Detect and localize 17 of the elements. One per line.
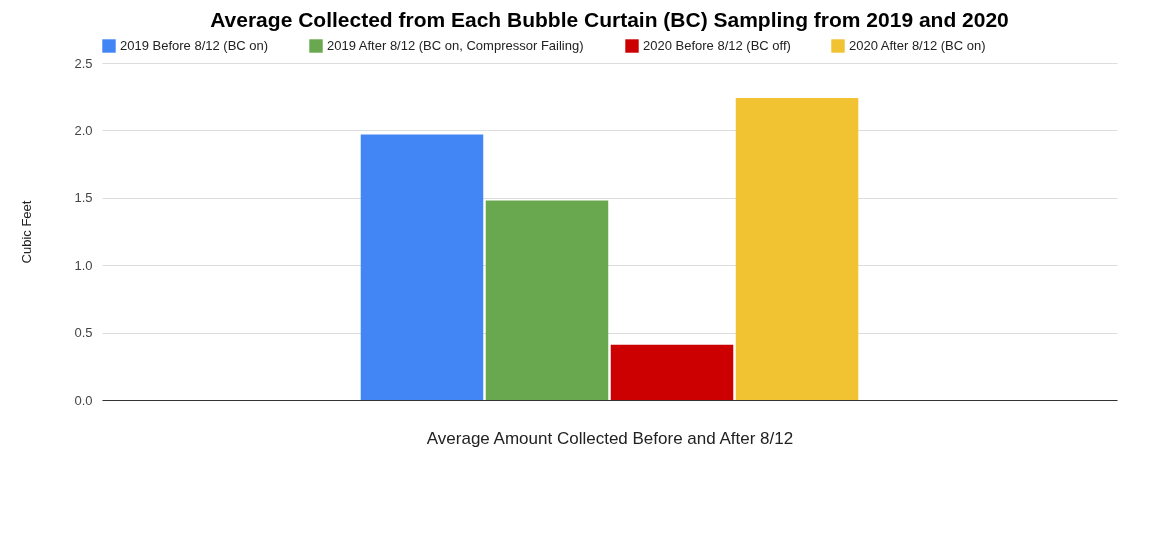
bar <box>360 134 484 400</box>
y-tick-label: 1.5 <box>74 190 93 206</box>
bar <box>735 98 859 400</box>
legend-label: 2019 After 8/12 (BC on, Compressor Failing) <box>327 38 584 53</box>
y-tick-label: 1.0 <box>74 257 93 273</box>
y-tick-label: 0.5 <box>74 325 93 341</box>
y-tick-label: 2.5 <box>74 55 93 71</box>
legend-label: 2019 Before 8/12 (BC on) <box>120 38 269 53</box>
y-axis-title: Cubic Feet <box>19 200 35 264</box>
bar <box>485 200 609 400</box>
legend-label: 2020 After 8/12 (BC on) <box>849 38 986 53</box>
bar <box>610 344 734 400</box>
x-axis-title: Average Amount Collected Before and After 8/12 <box>426 428 794 448</box>
y-tick-label: 2.0 <box>74 122 93 138</box>
y-tick-label: 0.0 <box>74 392 93 408</box>
legend-label: 2020 Before 8/12 (BC off) <box>643 38 791 53</box>
chart-title: Average Collected from Each Bubble Curtain (BC) Sampling from 2019 and 2020 <box>210 8 1009 31</box>
